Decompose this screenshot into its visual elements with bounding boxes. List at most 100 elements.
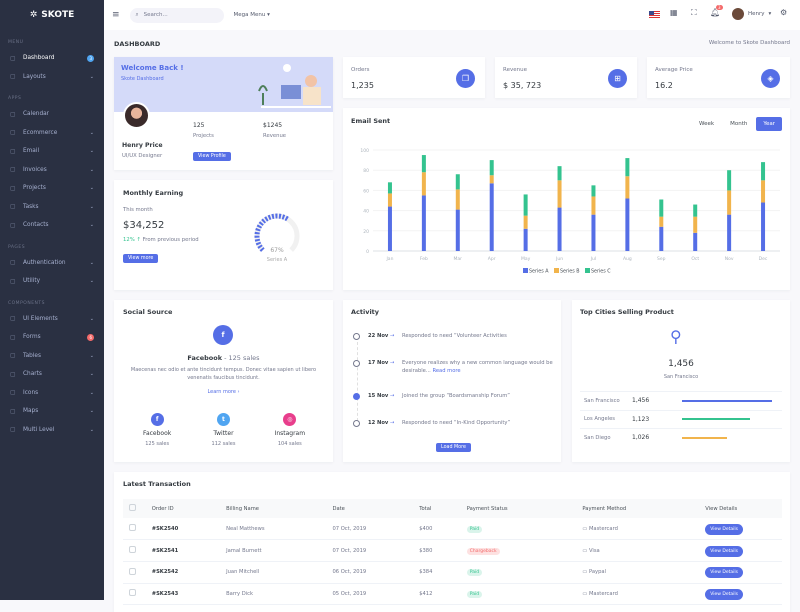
- sidebar-badge: 3: [87, 54, 94, 62]
- bell-icon[interactable]: 🔔︎ 3: [710, 5, 723, 17]
- sidebar-item-email[interactable]: ▢ Email ⌄: [10, 147, 94, 155]
- sidebar-item-charts[interactable]: ▢ Charts ⌄: [10, 370, 94, 378]
- chevron-down-icon: ⌄: [89, 426, 94, 433]
- user-menu[interactable]: Henry ▾: [732, 8, 771, 20]
- status-badge: Paid: [466, 569, 483, 577]
- welcome-card: Welcome Back ! Skote Dashboard Henry Pri…: [114, 57, 333, 170]
- view-details-button[interactable]: View Details: [705, 588, 743, 600]
- fullscreen-icon[interactable]: ⛶: [691, 8, 697, 17]
- top-cities-card: Top Cities Selling Product ⚲ 1,456 San F…: [572, 300, 790, 462]
- bar-series-c-jun: [557, 166, 562, 181]
- bar-series-a-jun: [557, 207, 562, 251]
- bar-series-a-jan: [387, 206, 392, 251]
- avatar: [732, 8, 744, 20]
- sidebar-item-calendar[interactable]: ▢ Calendar: [10, 110, 50, 118]
- bar-series-b-aug: [625, 176, 630, 199]
- legend-label: Series A: [529, 269, 549, 275]
- view-profile-button[interactable]: View Profile: [193, 152, 231, 161]
- column-header: Date: [326, 499, 414, 518]
- sidebar: ✲ SKOTE MENU ▢ Dashboard 3 ▢ Layouts ⌄ APPS ▢ Cale…: [0, 0, 104, 600]
- search-input[interactable]: ⌕ Search...: [129, 7, 224, 23]
- sidebar-item-contacts[interactable]: ▢ Contacts ⌄: [10, 221, 94, 229]
- view-details-button[interactable]: View Details: [705, 545, 743, 557]
- users-icon: ▢: [10, 221, 16, 229]
- task-icon: ▢: [10, 203, 16, 211]
- column-header: Payment Method: [576, 499, 700, 518]
- sidebar-item-forms[interactable]: ▢ Forms 6: [10, 333, 94, 341]
- row-checkbox[interactable]: [129, 546, 136, 554]
- legend-swatch: [523, 268, 528, 273]
- tab-week[interactable]: Week: [699, 121, 715, 127]
- logo[interactable]: ✲ SKOTE: [29, 10, 75, 20]
- view-more-button[interactable]: View more: [123, 254, 159, 263]
- tab-year[interactable]: Year: [756, 117, 782, 131]
- tab-month[interactable]: Month: [730, 121, 748, 127]
- sidebar-item-invoices[interactable]: ▢ Invoices ⌄: [10, 166, 94, 174]
- stat-value: 1,235: [351, 81, 374, 90]
- view-details-button[interactable]: View Details: [705, 523, 743, 535]
- sidebar-item-multi-level[interactable]: ▢ Multi Level ⌄: [10, 426, 94, 434]
- sidebar-item-maps[interactable]: ▢ Maps ⌄: [10, 407, 94, 415]
- x-tick-label: Dec: [759, 256, 768, 262]
- row-checkbox[interactable]: [129, 567, 136, 575]
- mega-menu-dropdown[interactable]: Mega Menu ▾: [233, 12, 270, 18]
- sidebar-item-tables[interactable]: ▢ Tables ⌄: [10, 352, 94, 360]
- select-all-checkbox[interactable]: [123, 499, 146, 518]
- view-details-button[interactable]: View Details: [705, 567, 743, 579]
- chevron-down-icon: ⌄: [89, 352, 94, 359]
- row-checkbox[interactable]: [129, 589, 136, 597]
- read-more-link[interactable]: Read more: [432, 368, 461, 374]
- flag-us-icon[interactable]: [649, 11, 660, 18]
- card-title: Social Source: [123, 308, 173, 316]
- bar-series-a-apr: [489, 183, 494, 251]
- social-description: Maecenas nec odio et ante tincidunt temp…: [130, 367, 317, 381]
- bar-series-b-nov: [727, 190, 732, 215]
- circle-icon: [353, 333, 360, 340]
- x-tick-label: May: [521, 256, 531, 262]
- sidebar-item-dashboard[interactable]: ▢ Dashboard 3: [10, 54, 94, 62]
- breadcrumb: Welcome to Skote Dashboard: [708, 40, 790, 46]
- stat-label: Average Price: [655, 67, 693, 73]
- learn-more-link[interactable]: Learn more ›: [207, 389, 240, 395]
- bar-series-b-feb: [421, 172, 426, 196]
- tshirt-icon: ▢: [10, 315, 16, 323]
- load-more-button[interactable]: Load More: [436, 443, 471, 452]
- sidebar-item-tasks[interactable]: ▢ Tasks ⌄: [10, 203, 94, 211]
- city-row: Los Angeles 1,123: [580, 409, 782, 429]
- sidebar-item-utility[interactable]: ▢ Utility ⌄: [10, 277, 94, 285]
- chevron-down-icon: ⌄: [89, 259, 94, 266]
- instagram-icon: ◎: [283, 413, 297, 426]
- settings-gear-icon[interactable]: ⚙: [780, 8, 788, 17]
- card-title: Activity: [351, 308, 380, 316]
- social-source-twitter[interactable]: t Twitter 112 sales: [193, 413, 253, 447]
- sidebar-section-title: MENU: [8, 40, 24, 45]
- apps-grid-icon[interactable]: ▦: [670, 8, 678, 17]
- x-tick-label: Oct: [691, 256, 699, 262]
- row-checkbox[interactable]: [129, 524, 136, 532]
- stat-label: Revenue: [503, 67, 527, 73]
- circle-icon: [353, 360, 360, 367]
- menu-toggle-icon[interactable]: ≡: [112, 10, 120, 20]
- stat-card-orders: Orders 1,235 ❐: [343, 57, 485, 98]
- sidebar-section-title: APPS: [8, 96, 22, 101]
- user-role: UI/UX Designer: [122, 153, 163, 159]
- sidebar-item-ui-elements[interactable]: ▢ UI Elements ⌄: [10, 315, 94, 323]
- x-tick-label: Nov: [725, 256, 734, 262]
- social-source-instagram[interactable]: ◎ Instagram 104 sales: [260, 413, 320, 447]
- social-source-facebook[interactable]: f Facebook 125 sales: [127, 413, 187, 447]
- bar-series-c-dec: [761, 162, 766, 181]
- search-icon: ⌕: [135, 11, 139, 18]
- sidebar-item-projects[interactable]: ▢ Projects ⌄: [10, 184, 94, 192]
- sidebar-item-ecommerce[interactable]: ▢ Ecommerce ⌄: [10, 129, 94, 137]
- eraser-icon: ▢: [10, 333, 16, 341]
- tag-icon: ◈: [761, 69, 780, 88]
- welcome-banner: Welcome Back ! Skote Dashboard: [114, 57, 333, 112]
- bar-series-c-may: [523, 194, 528, 216]
- bar-series-b-sep: [659, 216, 664, 227]
- welcome-title: Welcome Back !: [121, 64, 184, 72]
- revenue-amount: $1245: [263, 122, 283, 129]
- sidebar-item-authentication[interactable]: ▢ Authentication ⌄: [10, 259, 94, 267]
- bar-series-c-aug: [625, 158, 630, 177]
- sidebar-item-icons[interactable]: ▢ Icons ⌄: [10, 389, 94, 397]
- sidebar-item-layouts[interactable]: ▢ Layouts ⌄: [10, 73, 94, 81]
